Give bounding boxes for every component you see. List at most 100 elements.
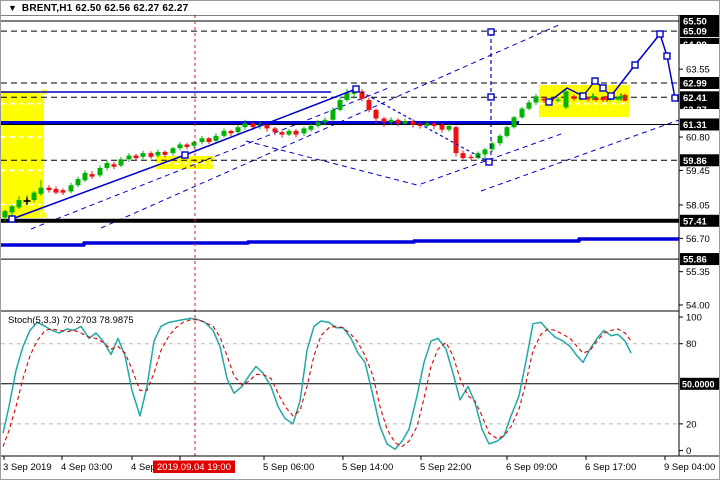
price-badge-partial: 62.27 (680, 103, 719, 116)
candle-body (104, 163, 110, 168)
candle-body (344, 92, 350, 101)
candle-body (60, 190, 66, 193)
time-label: 6 Sep 09:00 (506, 462, 557, 473)
candle-body (286, 130, 292, 135)
candle-body (126, 155, 132, 160)
time-label: 5 Sep 14:00 (342, 462, 393, 473)
stoch-tick-label: 0 (686, 446, 691, 457)
candle-body (148, 153, 154, 157)
candle-body (242, 123, 248, 128)
zigzag-marker (607, 92, 615, 100)
time-label: 5 Sep 22:00 (420, 462, 471, 473)
stoch-tick-label: 80 (686, 339, 697, 350)
stoch-tick-label: 20 (686, 419, 697, 430)
price-badge (680, 118, 719, 131)
price-badge-partial-bg (680, 103, 719, 109)
channel-line (100, 23, 562, 229)
candle-body (395, 119, 401, 124)
zigzag-marker (487, 93, 495, 101)
candle-body (439, 124, 445, 130)
candle-body (38, 187, 44, 194)
candle-body (301, 128, 307, 134)
candle-body (177, 144, 183, 149)
price-badge-label: 61.31 (683, 120, 707, 131)
time-label: 5 Sep 06:00 (263, 462, 314, 473)
candle-body (402, 121, 408, 124)
time-badge (153, 460, 235, 473)
candle-body (191, 142, 197, 146)
candle-body (162, 151, 168, 155)
zigzag-marker (8, 215, 16, 223)
candle-body (410, 121, 416, 125)
candle-body (235, 127, 241, 133)
price-axis: 63.55 60.80 59.45 58.05 56.70 55.35 54.00 65.50… (679, 15, 719, 457)
candle-body (170, 148, 176, 154)
candle-body (46, 187, 52, 191)
candle-body (453, 127, 459, 154)
price-badge-partial-bg (680, 38, 719, 44)
candle-body (16, 200, 22, 208)
price-badge-label: 59.86 (683, 156, 707, 167)
stoch-label: Stoch(5,3,3) 70.2703 78.9875 (8, 315, 134, 326)
candle-body (622, 95, 628, 101)
yellow-zones (1, 85, 629, 219)
candle-body (184, 144, 190, 147)
candle-body (511, 117, 517, 128)
candle-body (381, 118, 387, 123)
zigzag-marker (656, 30, 664, 38)
candle-body (585, 97, 591, 100)
chart-title: BRENT,H1 62.50 62.56 62.27 62.27 (21, 2, 189, 14)
price-tick-label: 56.70 (686, 234, 710, 245)
candle-body (489, 143, 495, 150)
zigzag-marker (631, 61, 639, 69)
descent-line (355, 88, 490, 163)
price-badge-partial: 64.99 (680, 38, 719, 44)
price-tick-label: 55.35 (686, 267, 710, 278)
price-badge-label: 62.41 (683, 93, 707, 104)
candle-body (497, 135, 503, 144)
candle-body (526, 102, 532, 109)
trend-channel-lines (30, 23, 679, 230)
zigzag-marker (545, 98, 553, 106)
price-badge-partial-label: 62.27 (683, 105, 707, 116)
candle-body (337, 100, 343, 110)
forecast-line (548, 87, 584, 103)
candle-body (519, 108, 525, 118)
zigzag-marker (663, 52, 671, 60)
candle-body (221, 130, 227, 136)
candle-body (2, 211, 8, 218)
candle-body (53, 188, 59, 193)
zigzag-marker (579, 92, 587, 100)
candle-body (431, 123, 437, 126)
time-label: 9 Sep 04:00 (664, 462, 715, 473)
candle-body (482, 149, 488, 155)
candle-body (600, 98, 606, 101)
candle-body (541, 98, 547, 101)
highlight-zone (156, 156, 213, 169)
price-tick-label: 60.80 (686, 133, 710, 144)
stoch-badge-label: 50.0000 (682, 379, 715, 389)
price-badge (680, 91, 719, 104)
frame-lines (1, 14, 719, 457)
stoch-panel: Stoch(5,3,3) 70.2703 78.9875 (1, 315, 679, 451)
candle-body (533, 96, 539, 103)
symbol-dropdown-icon[interactable]: ▼ (8, 3, 17, 13)
price-tick-label: 63.55 (686, 65, 710, 76)
candle-body (89, 174, 95, 177)
price-badge (680, 154, 719, 167)
candles-layer (2, 87, 628, 222)
price-badge (680, 76, 719, 89)
candle-body (250, 123, 256, 128)
zigzag-marker (352, 85, 360, 93)
price-badge (680, 15, 719, 27)
candle-body (322, 119, 328, 123)
price-tick-label: 58.05 (686, 200, 710, 211)
candle-body (308, 125, 314, 130)
candle-body (366, 100, 372, 110)
price-badge-label: 65.09 (683, 27, 707, 38)
price-badge-label: 62.99 (683, 78, 707, 89)
price-tick-label: 54.00 (686, 301, 710, 312)
price-badge-label: 57.41 (683, 216, 707, 227)
